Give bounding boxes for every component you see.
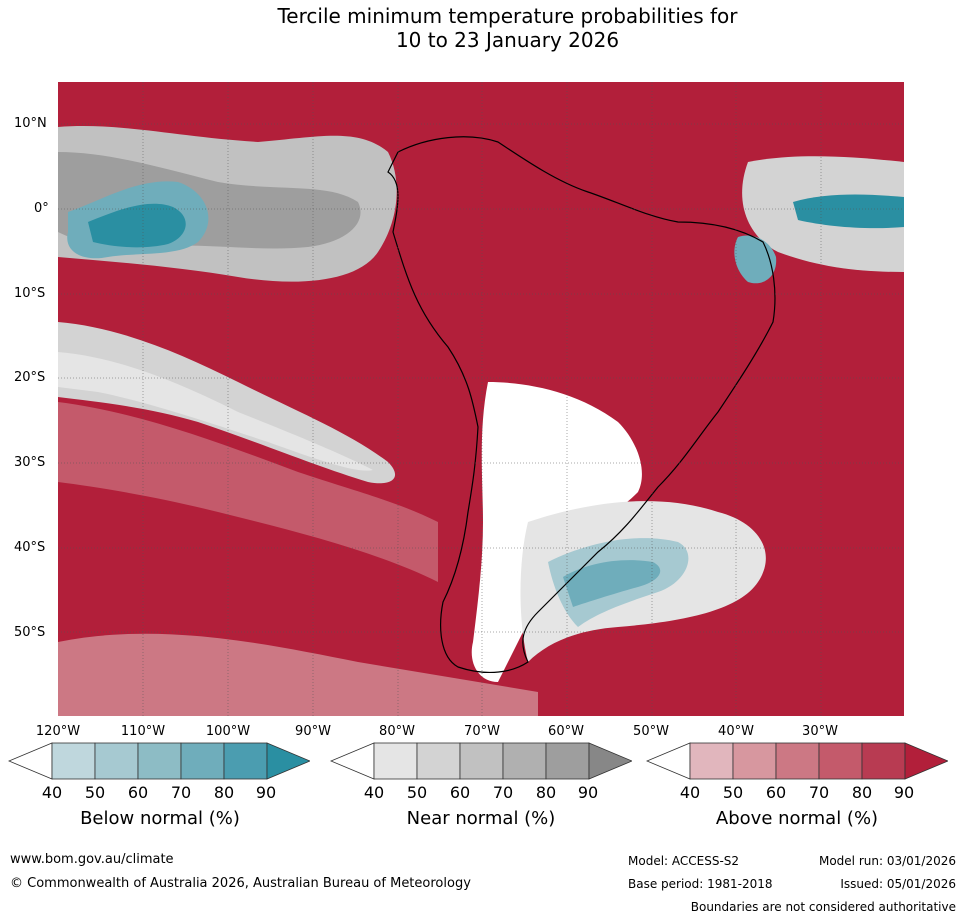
tick-above-60: 60	[765, 783, 787, 802]
colorbar-swatch	[502, 742, 547, 780]
map-canvas	[58, 82, 904, 716]
colorbar-high-arrow	[266, 742, 312, 780]
colorbar-swatch	[137, 742, 182, 780]
above-normal-region-south-pacific-band	[58, 402, 438, 582]
probability-map	[58, 82, 904, 716]
colorbar-swatch	[51, 742, 96, 780]
colorbar-swatch	[94, 742, 139, 780]
lon-label-50w: 50°W	[633, 724, 669, 739]
lat-label-40s: 40°S	[14, 540, 46, 555]
lon-label-40w: 40°W	[718, 724, 754, 739]
lon-label-120w: 120°W	[35, 724, 81, 739]
lon-label-60w: 60°W	[548, 724, 584, 739]
tick-near-50: 50	[406, 783, 428, 802]
colorbar-high-arrow	[904, 742, 950, 780]
footer-website: www.bom.gov.au/climate	[10, 852, 174, 867]
colorbar-near-normal-label: Near normal (%)	[406, 808, 556, 829]
tick-below-50: 50	[84, 783, 106, 802]
tick-above-40: 40	[679, 783, 701, 802]
tick-below-60: 60	[127, 783, 149, 802]
colorbar-swatch	[775, 742, 820, 780]
colorbar-swatch	[180, 742, 225, 780]
colorbar-above-normal-swatches	[645, 742, 950, 780]
lon-label-30w: 30°W	[802, 724, 838, 739]
footer-model: Model: ACCESS-S2	[628, 854, 740, 868]
colorbar-above-normal	[645, 742, 950, 784]
map-title-line2: 10 to 23 January 2026	[395, 28, 620, 52]
lon-label-100w: 100°W	[205, 724, 251, 739]
footer-disclaimer: Boundaries are not considered authoritat…	[690, 900, 956, 914]
tick-near-80: 80	[535, 783, 557, 802]
colorbar-swatch	[223, 742, 268, 780]
lon-label-110w: 110°W	[120, 724, 166, 739]
colorbar-swatch	[373, 742, 418, 780]
colorbar-swatch	[732, 742, 777, 780]
colorbar-high-arrow	[588, 742, 634, 780]
colorbar-swatch	[689, 742, 734, 780]
colorbar-swatch	[459, 742, 504, 780]
tick-near-40: 40	[363, 783, 385, 802]
colorbar-low-arrow	[7, 742, 53, 780]
footer-model-run: Model run: 03/01/2026	[818, 854, 956, 868]
colorbar-below-normal-swatches	[7, 742, 312, 780]
colorbar-near-normal-swatches	[329, 742, 634, 780]
lat-label-10s: 10°S	[14, 286, 46, 301]
map-title: Tercile minimum temperature probabilitie…	[0, 4, 965, 52]
tick-near-70: 70	[492, 783, 514, 802]
lon-label-70w: 70°W	[464, 724, 500, 739]
near-normal-region-southeast-pacific-inner	[58, 352, 373, 471]
below-normal-region-west-pacific-inner	[88, 203, 186, 248]
footer-base-period: Base period: 1981-2018	[628, 877, 773, 891]
south-america-coastline	[387, 136, 776, 673]
tick-above-90: 90	[893, 783, 915, 802]
colorbar-above-normal-label: Above normal (%)	[715, 808, 879, 829]
lat-label-0: 0°	[34, 201, 49, 216]
lat-label-50s: 50°S	[14, 625, 46, 640]
colorbar-low-arrow	[329, 742, 375, 780]
tick-below-90: 90	[255, 783, 277, 802]
map-title-line1: Tercile minimum temperature probabilitie…	[277, 4, 738, 28]
colorbar-near-normal	[329, 742, 634, 784]
lat-label-10n: 10°N	[14, 116, 47, 131]
colorbar-swatch	[416, 742, 461, 780]
lat-label-20s: 20°S	[14, 370, 46, 385]
lon-label-80w: 80°W	[379, 724, 415, 739]
colorbar-below-normal	[7, 742, 312, 784]
colorbar-low-arrow	[645, 742, 691, 780]
colorbar-swatch	[861, 742, 906, 780]
tick-above-80: 80	[851, 783, 873, 802]
tick-above-70: 70	[808, 783, 830, 802]
colorbar-swatch	[818, 742, 863, 780]
below-normal-region-south-atlantic-inner	[563, 560, 661, 607]
tick-below-80: 80	[213, 783, 235, 802]
footer-copyright: © Commonwealth of Australia 2026, Austra…	[10, 876, 471, 891]
tick-above-50: 50	[722, 783, 744, 802]
colorbar-below-normal-label: Below normal (%)	[80, 808, 240, 829]
colorbar-swatch	[545, 742, 590, 780]
above-normal-region-southern-ocean	[58, 633, 538, 716]
tick-near-90: 90	[577, 783, 599, 802]
lat-label-30s: 30°S	[14, 455, 46, 470]
footer-issued: Issued: 05/01/2026	[840, 877, 956, 891]
lon-label-90w: 90°W	[295, 724, 331, 739]
tick-below-40: 40	[41, 783, 63, 802]
tick-below-70: 70	[170, 783, 192, 802]
tick-near-60: 60	[449, 783, 471, 802]
